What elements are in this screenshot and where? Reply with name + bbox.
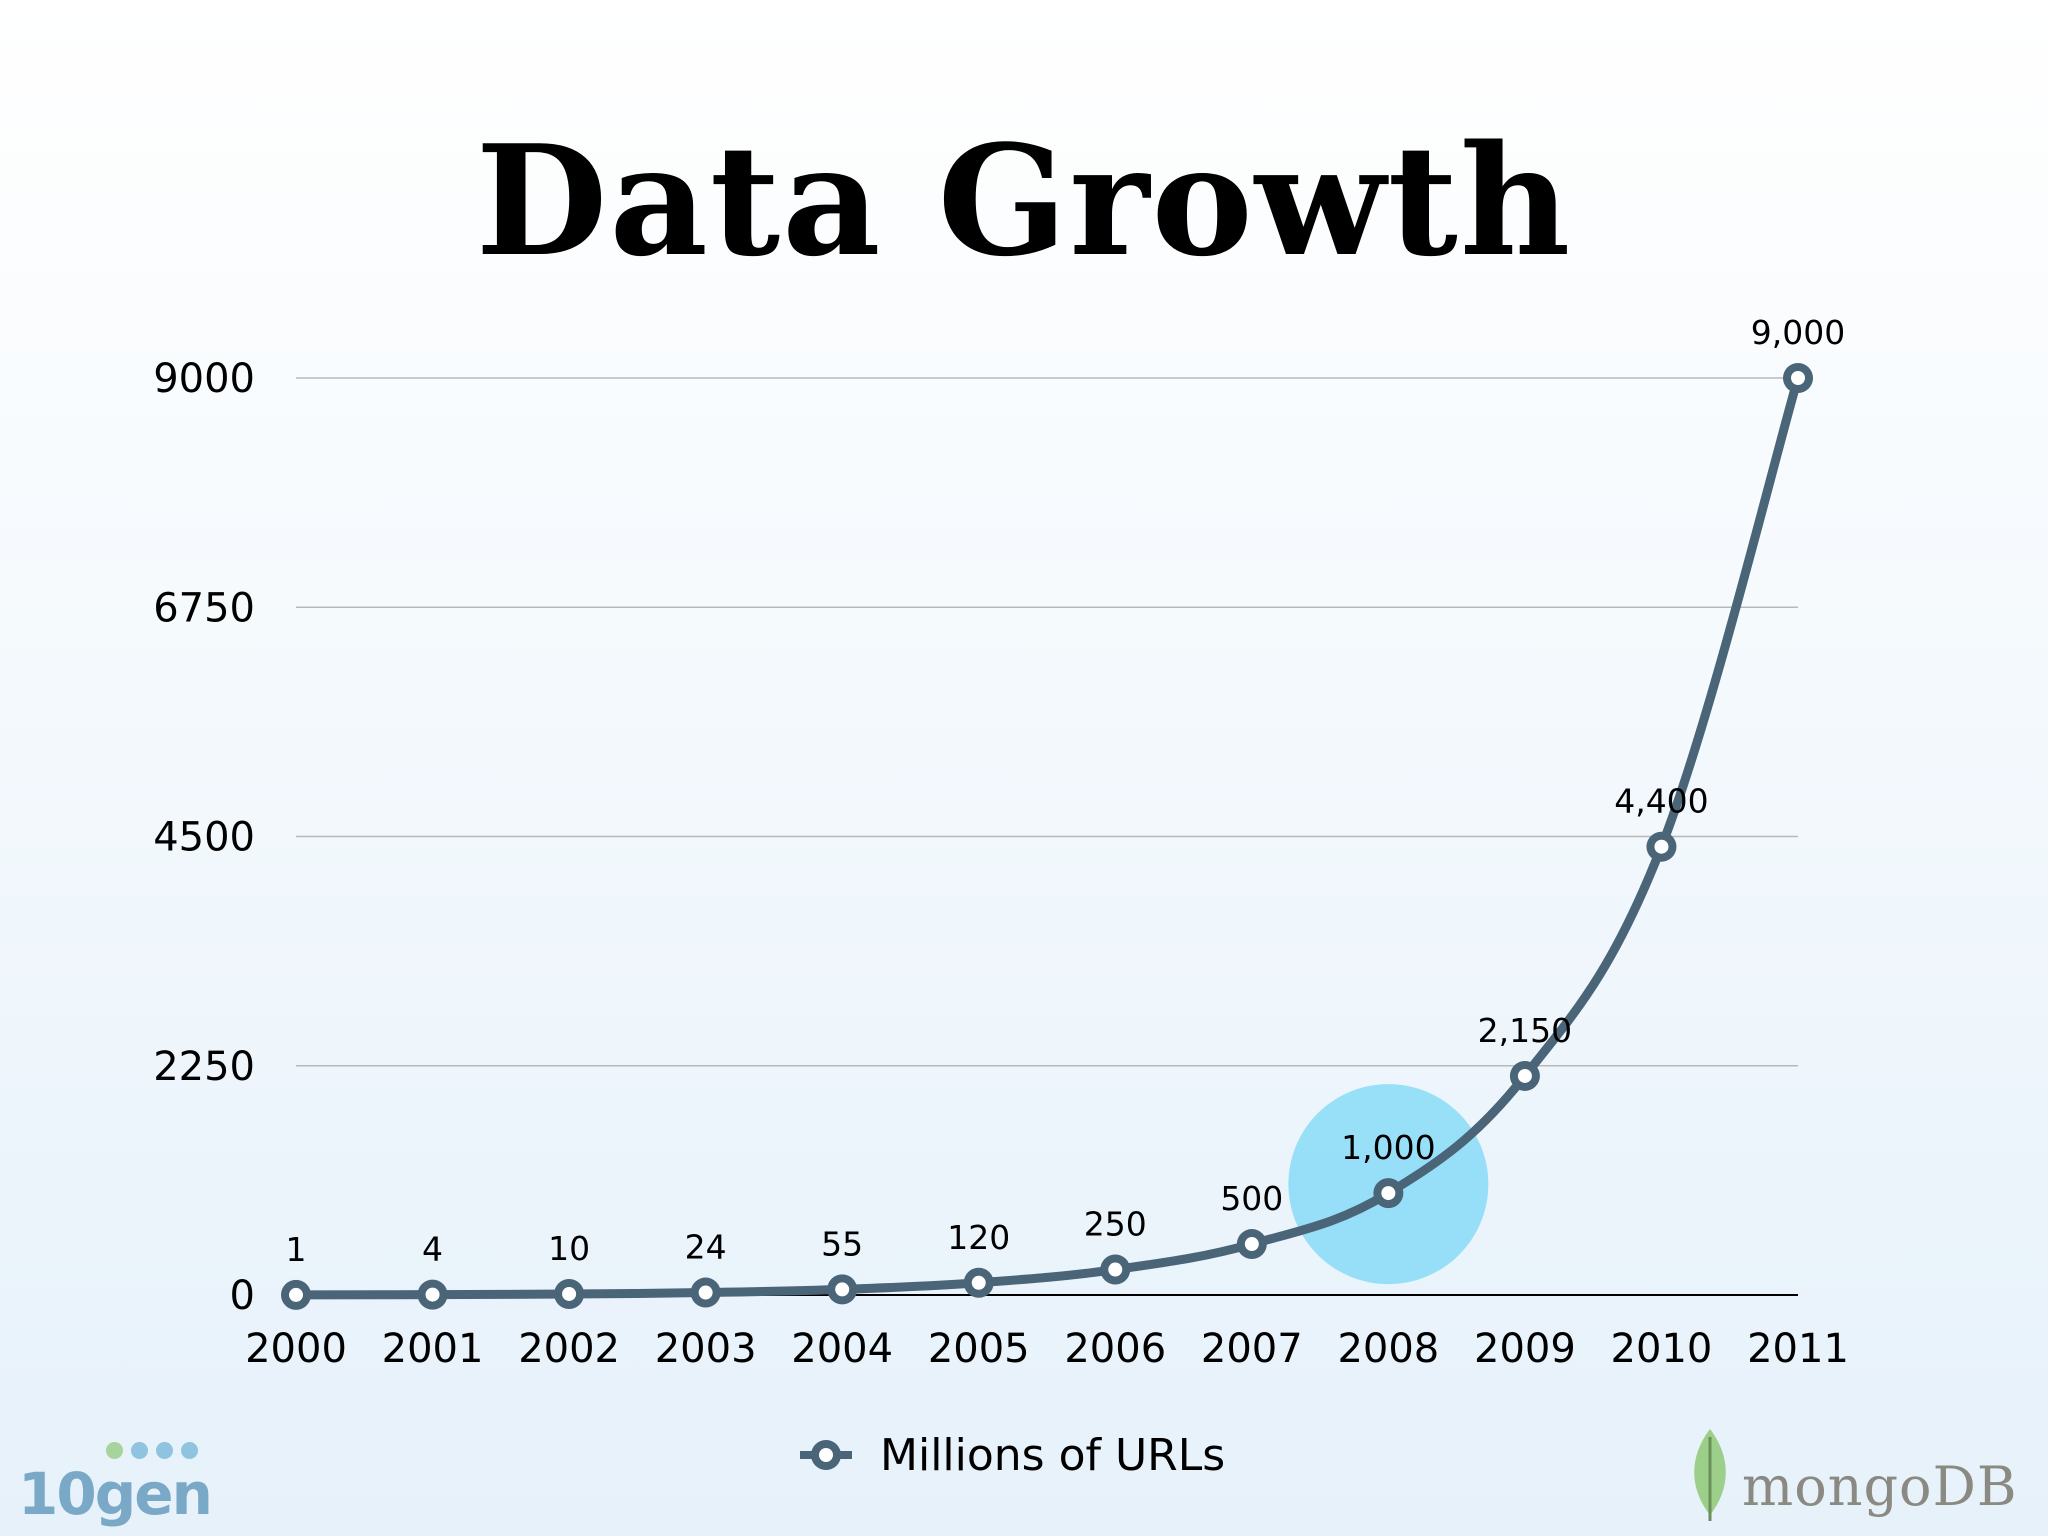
y-axis-ticks: 0 2250 4500 6750 9000 [153, 356, 255, 1319]
y-tick-label: 9000 [153, 356, 255, 402]
y-tick-label: 4500 [153, 815, 255, 861]
gridlines [296, 377, 1798, 1296]
data-label: 24 [685, 1228, 727, 1267]
x-tick-label: 2002 [518, 1326, 620, 1372]
data-labels: 1 4 10 24 55 120 250 500 1,000 2,150 4,400 9,000 [286, 313, 1846, 1269]
data-point-inner [289, 1287, 303, 1302]
data-point-inner [1517, 1068, 1532, 1083]
legend-marker-icon [800, 1440, 852, 1470]
x-tick-label: 2006 [1064, 1326, 1166, 1372]
y-tick-label: 2250 [153, 1044, 255, 1090]
data-point-inner [698, 1285, 713, 1300]
data-point-inner [1381, 1186, 1396, 1201]
data-label: 4 [422, 1230, 443, 1269]
data-point-inner [1654, 839, 1669, 854]
x-tick-label: 2009 [1474, 1326, 1576, 1372]
data-label: 1 [286, 1230, 307, 1269]
x-tick-label: 2001 [382, 1326, 484, 1372]
data-point-inner [1791, 371, 1805, 385]
data-label: 250 [1084, 1205, 1147, 1244]
x-tick-label: 2004 [791, 1326, 893, 1372]
data-label: 1,000 [1341, 1128, 1435, 1167]
data-label: 120 [947, 1218, 1010, 1257]
x-tick-label: 2011 [1747, 1326, 1849, 1372]
data-label: 9,000 [1751, 313, 1845, 352]
data-point-inner [425, 1287, 440, 1302]
legend: Millions of URLs [800, 1425, 1225, 1485]
x-tick-label: 2003 [655, 1326, 757, 1372]
x-axis-ticks: 2000 2001 2002 2003 2004 2005 2006 2007 2008 2009… [245, 1326, 1849, 1372]
10gen-logo: 10gen [18, 1432, 218, 1532]
data-point-inner [835, 1282, 850, 1297]
data-label: 500 [1220, 1179, 1283, 1218]
data-points [281, 363, 1813, 1310]
data-label: 55 [821, 1224, 863, 1263]
data-label: 2,150 [1478, 1011, 1572, 1050]
x-tick-label: 2007 [1201, 1326, 1303, 1372]
x-tick-label: 2005 [928, 1326, 1030, 1372]
leaf-icon [1694, 1429, 1726, 1521]
data-point-inner [562, 1286, 577, 1301]
chart-title: Data Growth [475, 111, 1573, 290]
x-tick-label: 2008 [1337, 1326, 1439, 1372]
x-tick-label: 2000 [245, 1326, 347, 1372]
data-point-inner [971, 1275, 986, 1290]
data-label: 4,400 [1614, 782, 1708, 821]
data-point-inner [1108, 1262, 1123, 1277]
data-point-inner [1244, 1237, 1259, 1252]
x-tick-label: 2010 [1611, 1326, 1713, 1372]
legend-label: Millions of URLs [880, 1429, 1226, 1481]
y-tick-label: 0 [230, 1273, 255, 1319]
mongodb-logo: mongoDB [1680, 1425, 2040, 1525]
y-tick-label: 6750 [153, 585, 255, 631]
data-label: 10 [548, 1229, 590, 1268]
